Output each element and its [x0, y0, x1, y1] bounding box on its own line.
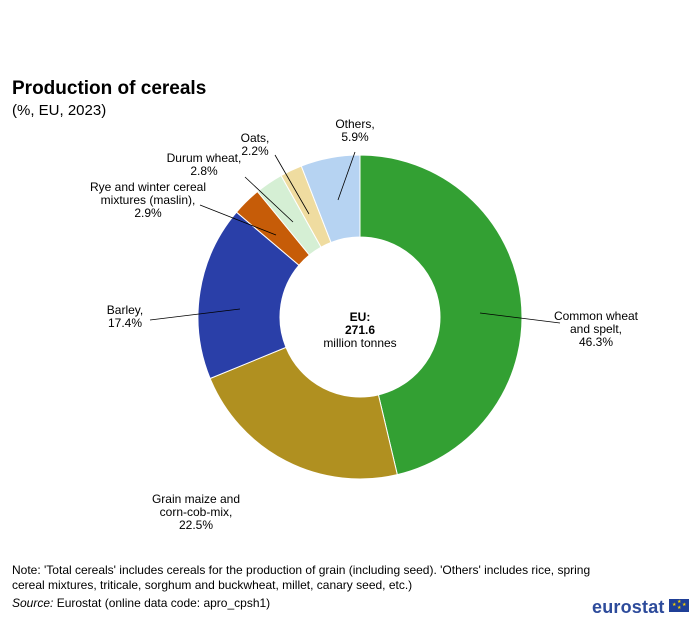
slice-label-3: Rye and winter cereal mixtures (maslin), 2… — [90, 180, 206, 220]
leader-line-5 — [274, 154, 310, 215]
eu-flag-icon: ★ ★ ★ ★ — [669, 599, 689, 612]
slice-label-4: Durum wheat, 2.8% — [167, 151, 242, 178]
slice-6 — [300, 154, 361, 244]
leader-line-3 — [199, 204, 277, 236]
chart-source: Source: Eurostat (online data code: apro… — [12, 596, 270, 610]
center-label-line3: million tonnes — [323, 336, 396, 350]
slice-2 — [197, 211, 300, 380]
slice-1 — [209, 346, 398, 480]
donut-chart: Common wheat and spelt, 46.3% Grain maize a… — [90, 117, 639, 532]
slice-label-1: Grain maize and corn-cob-mix, 22.5% — [152, 492, 240, 532]
slice-label-5: Oats, 2.2% — [241, 131, 270, 158]
leader-line-4 — [244, 176, 294, 223]
slice-0 — [359, 154, 523, 476]
chart-note: Note: 'Total cereals' includes cereals f… — [12, 563, 591, 592]
source-text: Eurostat (online data code: apro_cpsh1) — [53, 596, 271, 610]
slice-label-2: Barley, 17.4% — [107, 303, 143, 330]
leader-line-0 — [479, 312, 561, 324]
center-label-line2: 271.6 — [345, 323, 375, 337]
eurostat-logo: eurostat — [592, 597, 665, 617]
center-label-line1: EU: — [350, 310, 371, 324]
chart-title: Production of cereals — [12, 78, 207, 99]
slice-label-0: Common wheat and spelt, 46.3% — [554, 309, 639, 349]
source-prefix: Source: — [12, 596, 54, 610]
chart-subtitle: (%, EU, 2023) — [12, 102, 107, 119]
leader-line-6 — [337, 151, 356, 201]
slice-label-6: Others, 5.9% — [335, 117, 374, 144]
leader-line-2 — [149, 308, 241, 321]
